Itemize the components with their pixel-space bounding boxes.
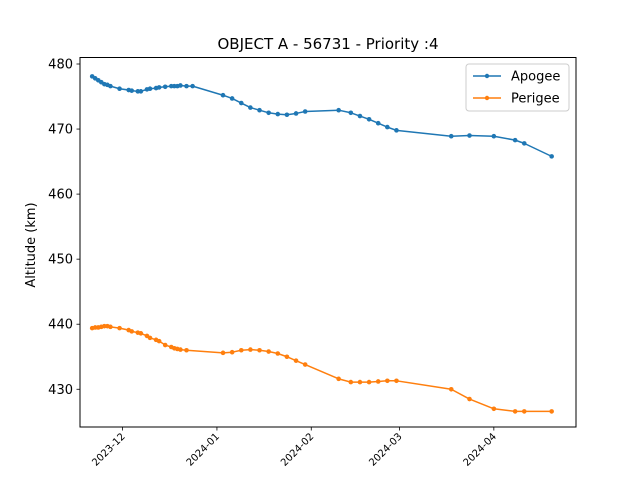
- apogee-point: [521, 141, 527, 146]
- perigee-point: [385, 378, 390, 384]
- apogee-point: [266, 110, 271, 116]
- perigee-point: [257, 347, 262, 353]
- perigee-point: [147, 335, 153, 341]
- apogee-point: [108, 83, 113, 89]
- apogee-point: [147, 86, 153, 92]
- legend: Apogee Perigee: [465, 63, 570, 112]
- perigee-point: [394, 378, 399, 384]
- apogee-point: [375, 120, 381, 126]
- apogee-point: [448, 133, 454, 139]
- perigee-point: [448, 386, 454, 392]
- perigee-point: [491, 406, 497, 412]
- legend-perigee-marker: [484, 95, 490, 101]
- chart-title: OBJECT A - 56731 - Priority :4: [217, 35, 438, 53]
- apogee-point: [129, 88, 135, 93]
- perigee-point: [521, 409, 527, 414]
- perigee-point: [357, 379, 363, 385]
- apogee-point: [549, 154, 554, 159]
- perigee-point: [366, 379, 372, 385]
- apogee-point: [293, 111, 299, 116]
- apogee-point: [394, 128, 399, 133]
- perigee-point: [184, 347, 189, 353]
- perigee-point: [117, 325, 122, 331]
- y-tick-label: 450: [48, 253, 73, 268]
- apogee-point: [190, 83, 195, 89]
- perigee-point: [275, 351, 281, 356]
- apogee-point: [248, 105, 253, 110]
- perigee-point: [336, 376, 341, 382]
- perigee-point: [178, 347, 183, 352]
- perigee-point: [248, 347, 253, 352]
- perigee-point: [156, 338, 162, 344]
- perigee-point: [549, 409, 554, 414]
- perigee-point: [162, 342, 168, 348]
- perigee-point: [238, 347, 244, 353]
- perigee-point: [375, 379, 381, 384]
- apogee-point: [275, 111, 281, 117]
- apogee-point: [284, 112, 290, 118]
- apogee-point: [156, 85, 162, 90]
- apogee-point: [348, 110, 354, 116]
- y-tick-label: 430: [48, 383, 73, 398]
- legend-apogee-marker: [484, 73, 490, 79]
- apogee-point: [366, 117, 372, 122]
- apogee-point: [467, 133, 472, 138]
- perigee-point: [220, 350, 226, 356]
- apogee-point: [238, 100, 244, 106]
- apogee-point: [257, 107, 262, 113]
- apogee-point: [385, 124, 390, 130]
- y-tick-label: 460: [48, 188, 73, 203]
- apogee-point: [178, 83, 183, 88]
- y-axis-label: Altitude (km): [24, 202, 39, 287]
- perigee-point: [138, 331, 144, 336]
- legend-apogee-label: Apogee: [511, 70, 560, 85]
- y-tick-label: 470: [48, 123, 73, 138]
- apogee-point: [229, 96, 235, 101]
- apogee-point: [117, 86, 122, 92]
- apogee-point: [336, 107, 341, 113]
- apogee-point: [357, 113, 363, 119]
- apogee-point: [138, 89, 144, 94]
- apogee-line: [91, 75, 552, 158]
- perigee-point: [302, 362, 308, 367]
- perigee-point: [293, 358, 299, 363]
- perigee-point: [348, 379, 354, 385]
- apogee-point: [220, 92, 226, 98]
- perigee-point: [229, 349, 235, 355]
- perigee-point: [129, 329, 135, 334]
- perigee-point: [266, 349, 271, 354]
- apogee-point: [162, 84, 168, 90]
- perigee-point: [467, 396, 472, 402]
- apogee-point: [184, 83, 189, 89]
- legend-perigee-label: Perigee: [511, 92, 560, 107]
- apogee-point: [491, 133, 497, 139]
- perigee-point: [512, 409, 518, 414]
- y-tick-label: 440: [48, 318, 73, 333]
- perigee-point: [284, 354, 290, 360]
- plot-frame: [79, 57, 577, 428]
- y-tick-label: 480: [48, 58, 73, 73]
- apogee-point: [302, 109, 308, 114]
- perigee-point: [108, 324, 113, 330]
- apogee-point: [512, 137, 518, 143]
